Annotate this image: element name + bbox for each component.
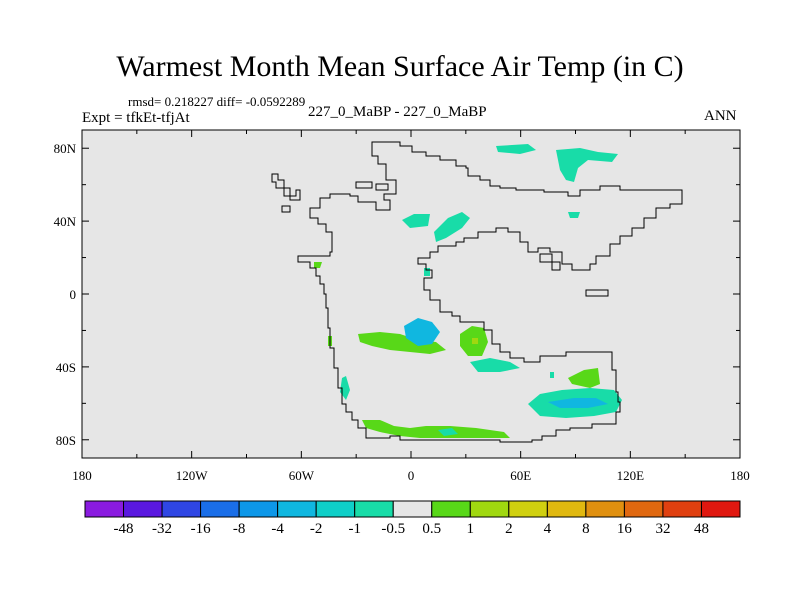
continent-outlines xyxy=(271,141,683,443)
colorbar-label: 32 xyxy=(655,521,670,537)
colorbar-label: 8 xyxy=(582,521,590,537)
x-axis: 180 120W 60W 0 60E 120E 180 xyxy=(72,130,750,483)
shade-region xyxy=(358,332,446,354)
colorbar-label: -48 xyxy=(114,521,134,537)
y-tick-label: 0 xyxy=(70,287,77,302)
colorbar-label: 4 xyxy=(544,521,552,537)
x-tick-label: 60W xyxy=(289,468,315,483)
shade-region xyxy=(568,368,600,388)
shade-region xyxy=(438,428,458,436)
colorbar-label: 1 xyxy=(467,521,475,537)
shade-region xyxy=(402,214,430,228)
anomaly-shading xyxy=(314,144,622,438)
shade-region xyxy=(556,148,618,182)
shade-region xyxy=(550,372,554,378)
season-label: ANN xyxy=(704,108,737,124)
x-tick-label: 180 xyxy=(72,468,92,483)
shade-region xyxy=(496,144,536,154)
colorbar-label: -8 xyxy=(233,521,246,537)
y-axis: 80N 40N 0 40S 80S xyxy=(54,141,740,448)
colorbar-swatch xyxy=(431,500,471,518)
colorbar-swatch xyxy=(700,500,741,518)
colorbar: -48 -32 -16 -8 -4 -2 -1 -0.5 0.5 1 2 4 8 16 32 48 xyxy=(84,500,741,537)
colorbar-label: -2 xyxy=(310,521,323,537)
island-outline xyxy=(375,183,389,191)
shade-region xyxy=(548,398,608,408)
shade-region xyxy=(424,268,430,276)
colorbar-swatch xyxy=(354,500,394,518)
y-tick-label: 40S xyxy=(56,360,76,375)
colorbar-label: -0.5 xyxy=(381,521,405,537)
colorbar-label: -4 xyxy=(271,521,284,537)
island-outline xyxy=(271,173,301,201)
supercontinent-outline xyxy=(297,141,683,443)
colorbar-swatch xyxy=(623,500,664,518)
x-tick-label: 120E xyxy=(617,468,645,483)
y-tick-label: 40N xyxy=(54,214,77,229)
y-tick-label: 80S xyxy=(56,433,76,448)
stats-label: rmsd= 0.218227 diff= -0.0592289 xyxy=(128,94,306,109)
shade-region xyxy=(314,262,322,268)
island-outline xyxy=(539,253,561,271)
shade-region xyxy=(404,318,440,346)
x-tick-label: 0 xyxy=(408,468,415,483)
colorbar-swatch xyxy=(277,500,317,518)
colorbar-label: -1 xyxy=(348,521,361,537)
colorbar-label: 48 xyxy=(694,521,709,537)
colorbar-label: -32 xyxy=(152,521,172,537)
colorbar-swatch xyxy=(469,500,510,518)
colorbar-swatch xyxy=(84,500,125,518)
shade-region xyxy=(470,358,520,372)
x-tick-label: 180 xyxy=(730,468,750,483)
colorbar-swatch xyxy=(585,500,625,518)
island-outline xyxy=(355,181,373,189)
shade-region xyxy=(568,212,580,218)
colorbar-swatch xyxy=(123,500,163,518)
colorbar-swatch xyxy=(662,500,702,518)
colorbar-swatch xyxy=(392,500,433,518)
colorbar-swatch xyxy=(508,500,548,518)
shade-region xyxy=(472,338,478,344)
island-outline xyxy=(585,289,609,297)
colorbar-swatch xyxy=(200,500,240,518)
colorbar-swatch xyxy=(546,500,587,518)
shade-region xyxy=(434,212,470,242)
x-tick-label: 60E xyxy=(510,468,531,483)
y-tick-label: 80N xyxy=(54,141,77,156)
page-title: Warmest Month Mean Surface Air Temp (in … xyxy=(116,50,684,83)
colorbar-swatch xyxy=(161,500,202,518)
colorbar-swatch xyxy=(238,500,279,518)
shade-region xyxy=(362,420,510,438)
x-tick-label: 120W xyxy=(176,468,209,483)
period-label: 227_0_MaBP - 227_0_MaBP xyxy=(308,104,487,120)
map-background xyxy=(81,129,741,459)
colorbar-label: -16 xyxy=(191,521,211,537)
experiment-label: Expt = tfkEt-tfjAt xyxy=(82,110,190,126)
colorbar-label: 2 xyxy=(505,521,513,537)
colorbar-label: 16 xyxy=(617,521,633,537)
colorbar-label: 0.5 xyxy=(422,521,441,537)
island-outline xyxy=(281,205,291,213)
colorbar-swatch xyxy=(315,500,356,518)
